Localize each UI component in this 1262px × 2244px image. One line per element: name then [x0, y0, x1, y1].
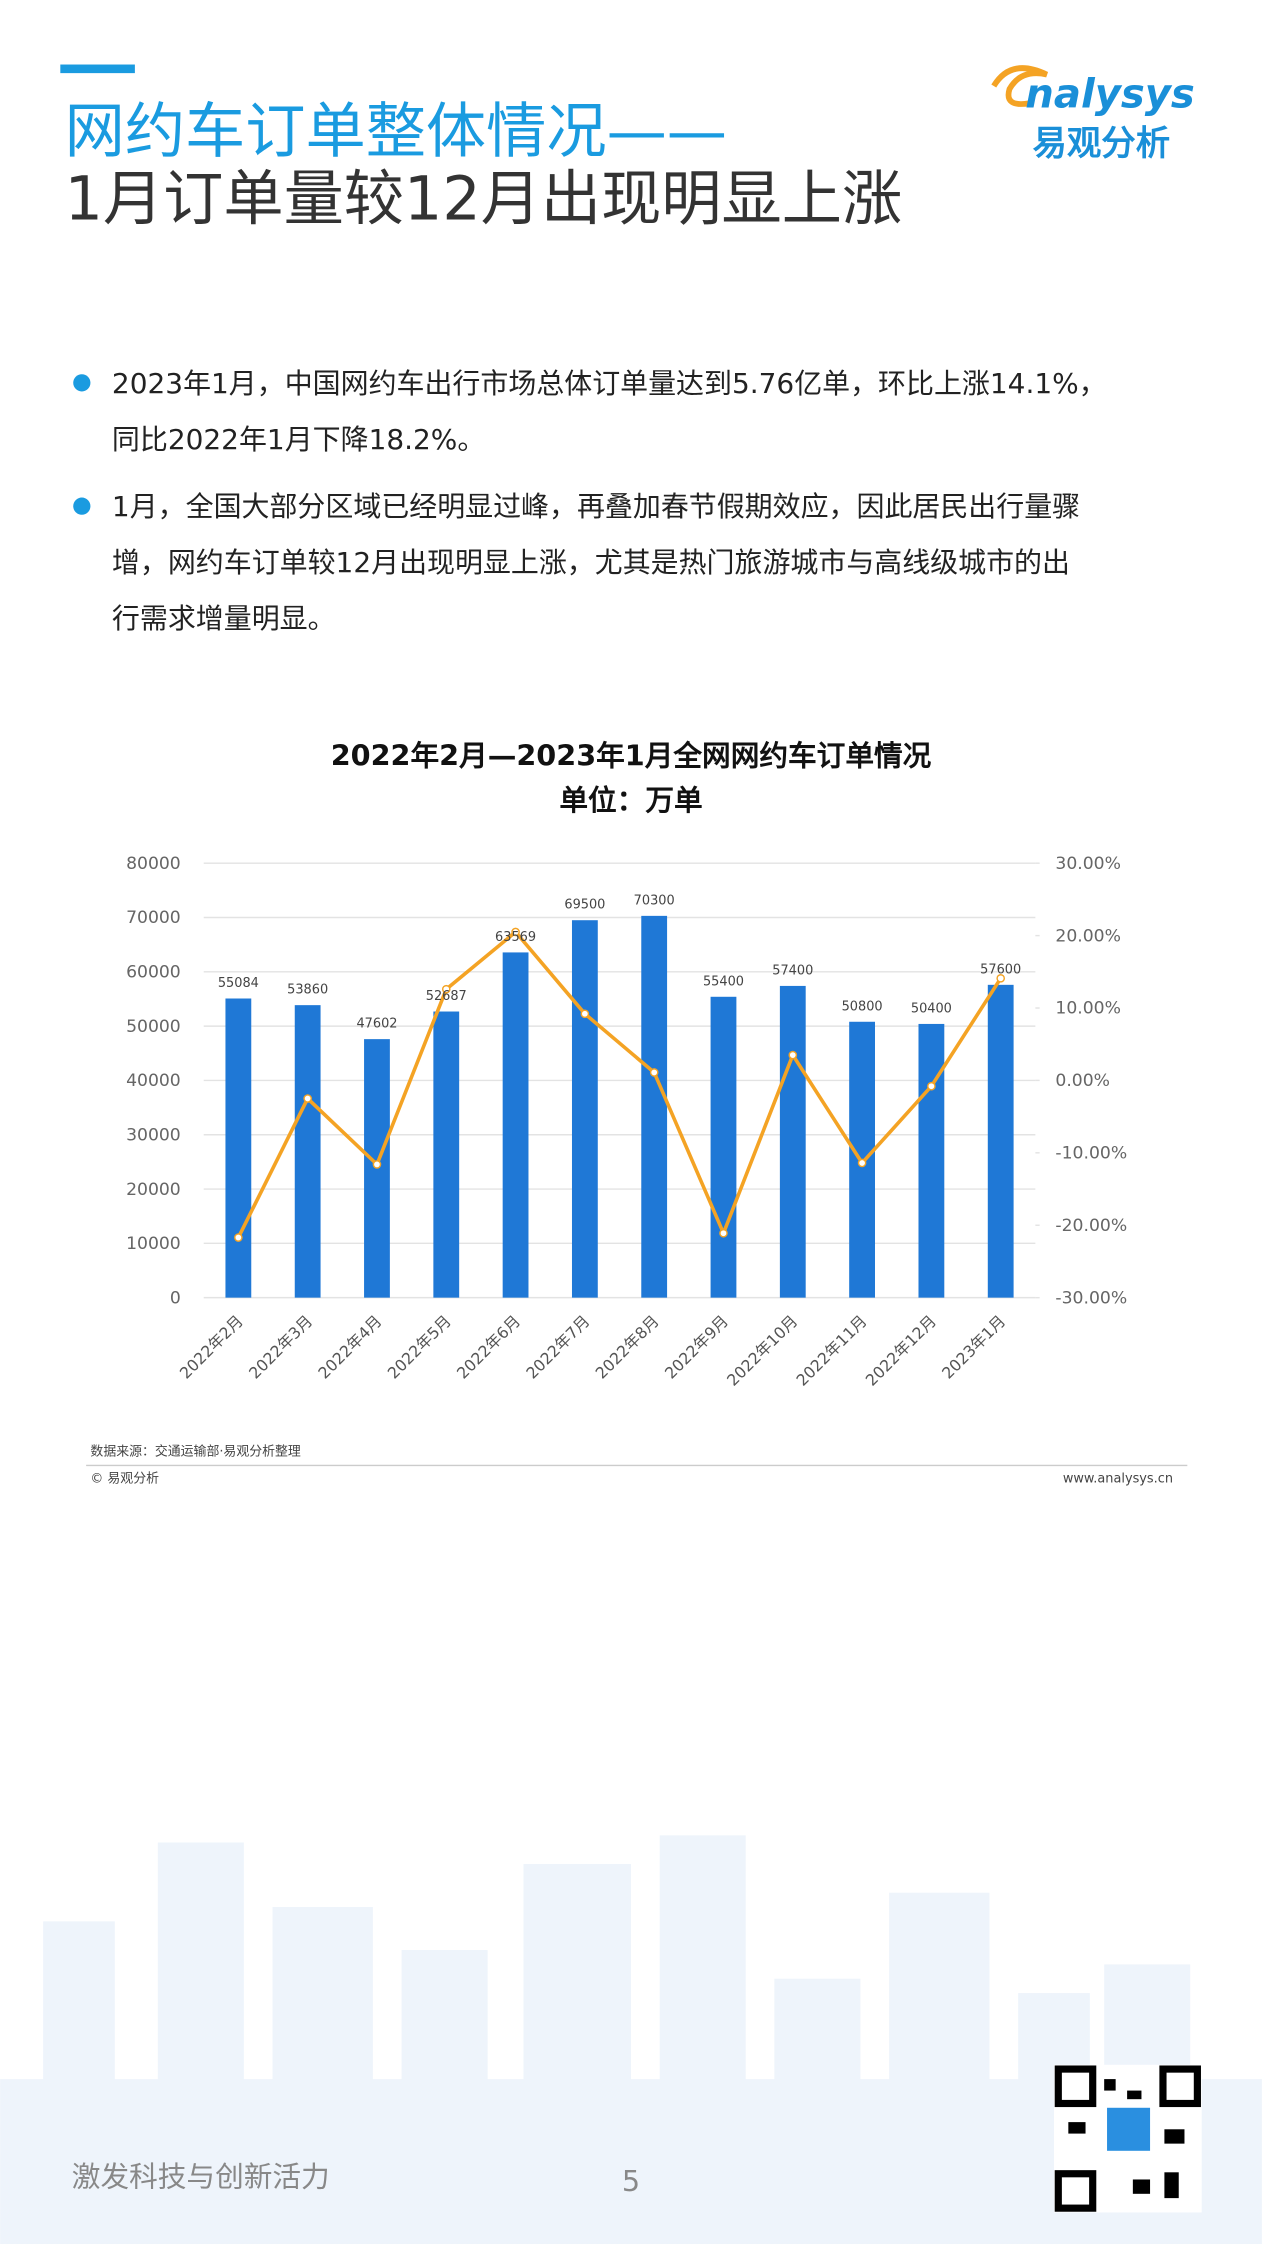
y2-tick-label: 20.00%: [1055, 926, 1121, 946]
line-marker: [580, 1009, 590, 1019]
bullet-text: 增，网约车订单较12月出现明显上涨，尤其是热门旅游城市与高线级城市的出: [112, 546, 1070, 579]
y-tick-label: 30000: [126, 1125, 181, 1145]
y-tick-label: 40000: [126, 1071, 181, 1091]
line: [236, 929, 1003, 1239]
bar: [641, 915, 668, 1298]
source: 数据来源：交通运输部·易观分析整理: [90, 1443, 300, 1459]
bullet-dot: [73, 374, 91, 392]
bar: [225, 998, 252, 1298]
line-marker: [719, 1228, 728, 1238]
y-tick-label: 10000: [126, 1234, 181, 1254]
y2-tick-label: 30.00%: [1055, 854, 1121, 874]
bar: [918, 1023, 945, 1298]
line-marker: [303, 1094, 312, 1103]
bar: [433, 1011, 460, 1298]
logo-en: nalysys: [1025, 72, 1194, 118]
value-label: 55084: [218, 976, 259, 991]
value-label: 55400: [703, 974, 744, 989]
y2-tick-label: 0.00%: [1055, 1071, 1110, 1091]
y-tick-label: 70000: [126, 908, 181, 928]
x-tick-label: 2022年6月: [453, 1311, 524, 1382]
value-label: 52687: [426, 989, 467, 1004]
value-label: 50400: [911, 1001, 952, 1016]
line-marker: [234, 1233, 243, 1242]
x-tick-label: 2022年12月: [862, 1311, 940, 1389]
chart-title: 2022年2月—2023年1月全网网约车订单情况: [331, 739, 932, 773]
bullet-text: 同比2022年1月下降18.2%。: [112, 423, 485, 456]
x-tick-label: 2022年4月: [314, 1311, 385, 1382]
value-label: 70300: [634, 893, 675, 908]
logo-cn: 易观分析: [1032, 124, 1170, 164]
value-label: 47602: [356, 1017, 397, 1032]
line-marker: [857, 1158, 867, 1168]
value-label: 57600: [980, 962, 1021, 977]
y2-tick-label: -10.00%: [1055, 1144, 1127, 1164]
bullet-text: 行需求增量明显。: [112, 602, 336, 635]
footer-slogan: 激发科技与创新活力: [72, 2160, 330, 2194]
line-marker: [649, 1068, 659, 1077]
x-tick-label: 2023年1月: [938, 1311, 1009, 1382]
logo-swoosh: [991, 65, 1049, 107]
y-tick-label: 80000: [126, 854, 181, 874]
value-label: 53860: [287, 983, 328, 998]
y-tick-label: 0: [170, 1288, 181, 1308]
value-label: 63569: [495, 930, 536, 945]
line-marker: [927, 1081, 936, 1091]
value-label: 69500: [564, 898, 605, 913]
x-tick-label: 2022年5月: [384, 1311, 455, 1382]
bar: [502, 952, 529, 1298]
x-tick-label: 2022年10月: [723, 1311, 801, 1389]
qr-code: [1053, 2064, 1202, 2213]
y-tick-label: 60000: [126, 963, 181, 983]
value-label: 50800: [842, 999, 883, 1014]
accent-bar: [60, 64, 135, 74]
x-tick-label: 2022年9月: [661, 1311, 732, 1382]
line-marker: [996, 974, 1005, 983]
page-number: 5: [622, 2164, 640, 2198]
title-line1: 网约车订单整体情况——: [65, 97, 727, 167]
bar: [571, 920, 598, 1298]
copyright: © 易观分析: [90, 1472, 159, 1487]
bar: [987, 984, 1014, 1298]
line-marker: [441, 984, 451, 994]
bullet-dot: [73, 497, 91, 515]
bullets: 2023年1月，中国网约车出行市场总体订单量达到5.76亿单，环比上涨14.1%…: [73, 367, 1107, 635]
chart-subtitle: 单位：万单: [559, 783, 702, 817]
x-tick-label: 2022年11月: [792, 1311, 870, 1389]
x-tick-label: 2022年8月: [592, 1311, 663, 1382]
bar: [779, 985, 806, 1298]
x-tick-label: 2022年2月: [176, 1311, 247, 1382]
city-background: [0, 1835, 1262, 2244]
chart: 0 10000 20000 30000 40000 50000 60000 70000 8000…: [126, 854, 1127, 1390]
bar: [710, 996, 737, 1298]
line-marker: [511, 927, 520, 937]
y2-tick-label: 10.00%: [1055, 999, 1121, 1019]
line-marker: [372, 1160, 382, 1169]
y2-tick-label: -20.00%: [1055, 1216, 1127, 1236]
line-marker: [788, 1050, 798, 1060]
x-tick-label: 2022年7月: [522, 1311, 593, 1382]
bullet-text: 1月，全国大部分区域已经明显过峰，再叠加春节假期效应，因此居民出行量骤: [112, 490, 1080, 523]
x-tick-label: 2022年3月: [245, 1311, 316, 1382]
bar: [294, 1005, 321, 1298]
website: www.analysys.cn: [1063, 1472, 1173, 1487]
bullet-text: 2023年1月，中国网约车出行市场总体订单量达到5.76亿单，环比上涨14.1%…: [112, 367, 1107, 400]
value-label: 57400: [772, 963, 813, 978]
title-line2: 1月订单量较12月出现明显上涨: [65, 164, 903, 234]
y-tick-label: 20000: [126, 1180, 181, 1200]
y2-tick-label: -30.00%: [1055, 1288, 1127, 1308]
y-tick-label: 50000: [126, 1017, 181, 1037]
